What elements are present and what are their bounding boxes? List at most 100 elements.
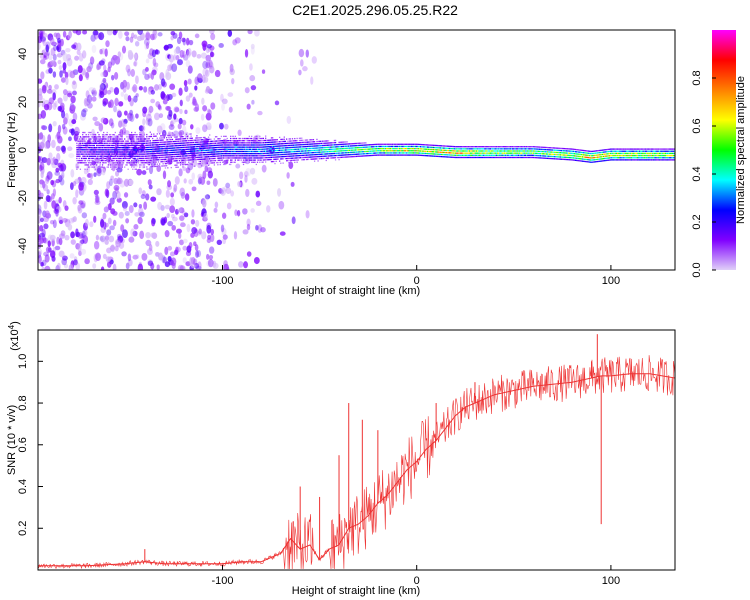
spectrogram-band-cell — [228, 163, 231, 166]
spectrogram-band-cell — [409, 147, 411, 150]
spectrogram-band-cell — [246, 157, 248, 159]
spectrogram-band-cell — [530, 154, 532, 156]
spectrogram-band-cell — [129, 164, 132, 166]
spectrogram-band-cell — [460, 146, 463, 148]
spectrogram-band-cell — [181, 138, 183, 140]
spectrogram-band-cell — [122, 153, 125, 155]
spectrogram-band-cell — [346, 154, 348, 156]
spectrogram-band-cell — [126, 144, 128, 147]
spectrogram-band-cell — [90, 138, 92, 140]
spectrogram-band-cell — [137, 159, 140, 162]
spectrogram-band-cell — [183, 142, 185, 144]
spectrogram-band-cell — [412, 150, 415, 152]
spectrogram-band-cell — [107, 147, 110, 149]
spectrogram-band-cell — [312, 145, 315, 147]
spectrogram-band-cell — [458, 150, 460, 152]
spectrogram-band-cell — [359, 146, 361, 149]
spectrogram-band-cell — [325, 146, 327, 149]
spectrogram-band-cell — [167, 134, 169, 137]
spectrogram-band-cell — [230, 148, 232, 150]
spectrogram-cell — [179, 99, 183, 107]
spectrogram-band-cell — [239, 155, 241, 157]
spectrogram-cell — [190, 256, 196, 265]
spectrogram-band-cell — [280, 143, 282, 145]
spectrogram-band-cell — [244, 148, 246, 150]
spectrogram-band-cell — [153, 133, 155, 135]
spectrogram-cell — [206, 44, 213, 49]
spectrogram-band-cell — [258, 153, 260, 155]
spectrogram-cell — [202, 124, 208, 133]
spectrogram-band-cell — [83, 149, 85, 151]
spectrogram-band-cell — [255, 137, 257, 140]
spectrogram-band-cell — [320, 142, 323, 145]
spectrogram-band-cell — [502, 150, 505, 152]
spectrogram-band-cell — [372, 154, 374, 157]
spectrogram-band-cell — [168, 160, 170, 162]
spectrogram-band-cell — [440, 149, 443, 151]
spectrogram-band-cell — [185, 144, 188, 146]
spectrogram-band-cell — [285, 142, 288, 145]
spectrogram-cell — [78, 200, 84, 205]
spectrogram-band-cell — [141, 140, 143, 142]
spectrogram-band-cell — [251, 150, 253, 153]
spectrogram-band-cell — [378, 152, 380, 154]
spectrogram-band-cell — [207, 136, 210, 138]
spectrogram-band-cell — [347, 149, 350, 152]
spectrogram-band-cell — [372, 148, 374, 150]
spectrogram-band-cell — [276, 152, 278, 154]
spectrogram-cell — [123, 192, 129, 198]
spectrogram-band-cell — [282, 155, 284, 158]
spectrogram-band-cell — [146, 138, 148, 140]
spectrogram-band-cell — [352, 149, 354, 151]
spectrogram-band-cell — [121, 138, 123, 140]
spectrogram-band-cell — [82, 155, 84, 157]
spectrogram-band-cell — [246, 142, 248, 144]
spectrogram-band-cell — [124, 149, 126, 151]
spectrogram-band-cell — [572, 157, 574, 159]
spectrogram-band-cell — [175, 142, 177, 145]
spectrogram-band-cell — [310, 149, 312, 152]
spectrogram-band-cell — [488, 146, 491, 148]
spectrogram-band-cell — [292, 144, 295, 146]
spectrogram-band-cell — [154, 165, 156, 168]
spectrogram-band-cell — [260, 159, 262, 161]
spectrogram-band-cell — [521, 148, 523, 150]
spectrogram-band-cell — [161, 156, 163, 159]
spectrogram-band-cell — [514, 154, 516, 156]
spectrogram-band-cell — [103, 140, 105, 142]
spectrogram-cell — [42, 180, 46, 189]
spectrogram-band-cell — [433, 151, 436, 153]
spectrogram-band-cell — [97, 153, 99, 155]
spectrogram-band-cell — [262, 137, 264, 140]
spectrogram-band-cell — [273, 141, 275, 143]
spectrogram-band-cell — [83, 151, 85, 153]
spectrogram-band-cell — [330, 157, 332, 159]
spectrogram-cell — [82, 229, 88, 237]
spectrogram-band-cell — [214, 140, 217, 142]
spectrogram-band-cell — [332, 148, 334, 150]
spectrogram-band-cell — [311, 149, 313, 152]
spectrogram-band-cell — [119, 153, 121, 155]
spectrogram-band-cell — [432, 155, 435, 157]
spectrogram-band-cell — [277, 147, 280, 149]
spectrogram-cell — [67, 92, 73, 98]
spectrogram-cell — [114, 71, 119, 80]
spectrogram-band-cell — [139, 144, 141, 147]
spectrogram-band-cell — [254, 142, 256, 144]
spectrogram-band-cell — [258, 159, 260, 161]
spectrogram-band-cell — [202, 141, 204, 143]
spectrogram-band-cell — [424, 146, 426, 148]
spectrogram-band-cell — [181, 149, 183, 151]
spectrogram-cell — [57, 97, 63, 104]
spectrogram-band-cell — [371, 144, 373, 146]
spectrogram-band-cell — [278, 151, 281, 154]
spectrogram-band-cell — [92, 157, 94, 160]
spectrogram-band-cell — [496, 148, 499, 150]
spectrogram-band-cell — [315, 147, 317, 149]
spectrogram-cell — [255, 190, 261, 198]
spectrogram-band-cell — [317, 160, 319, 162]
spectrogram-band-cell — [540, 157, 542, 159]
spectrogram-band-cell — [131, 153, 133, 155]
spectrogram-band-cell — [96, 136, 98, 138]
spectrogram-band-cell — [354, 142, 357, 145]
